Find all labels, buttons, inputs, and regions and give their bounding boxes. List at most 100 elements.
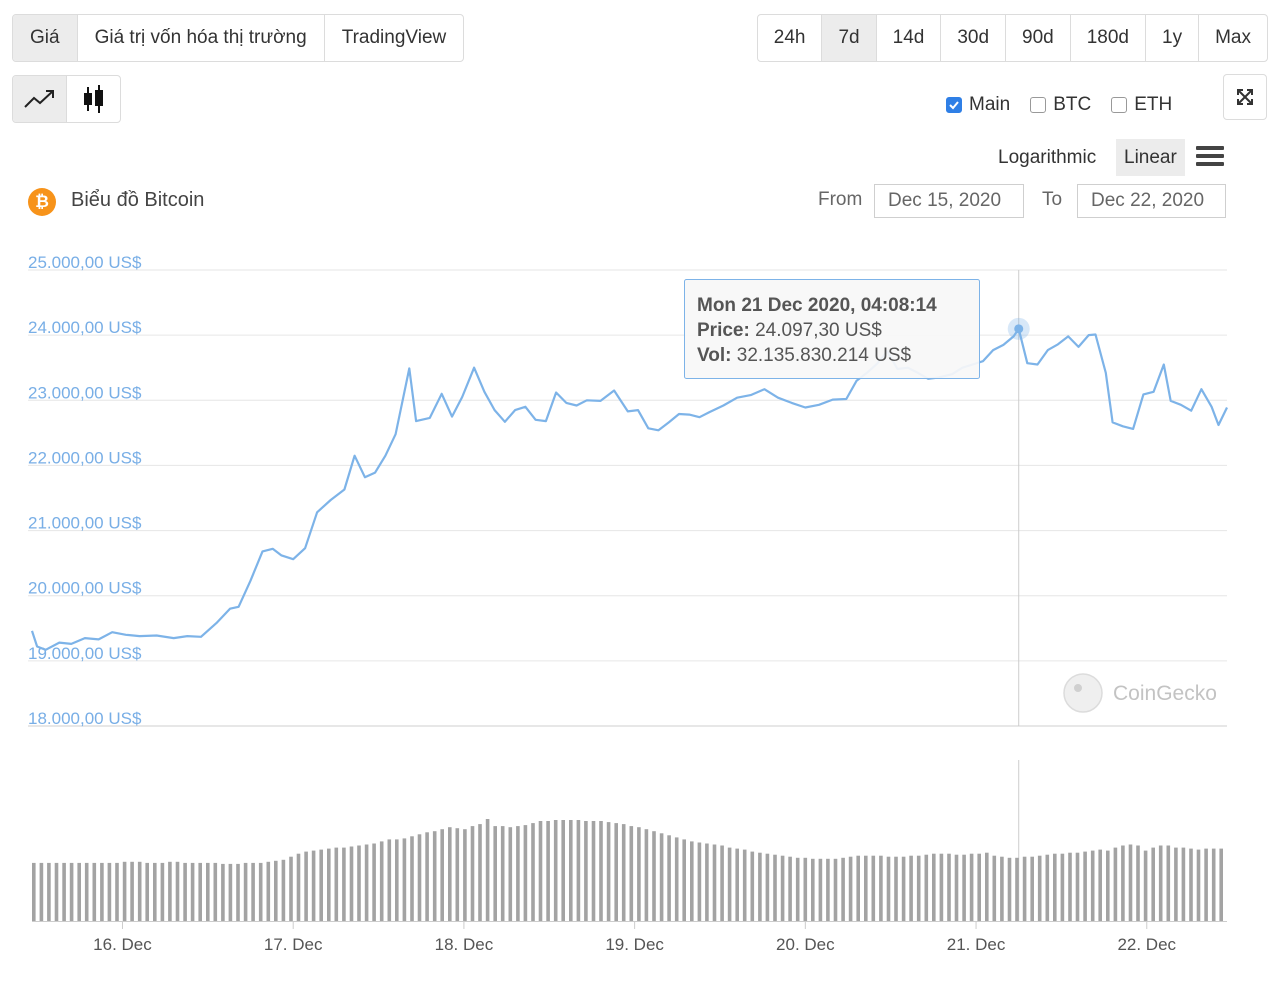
volume-bar: [137, 861, 142, 921]
volume-bar: [954, 854, 959, 921]
volume-bar: [1136, 845, 1140, 921]
volume-bar: [826, 858, 830, 921]
line-chart-icon: [23, 90, 54, 108]
volume-bar: [621, 824, 626, 921]
volume-bar: [122, 861, 127, 921]
volume-bar: [758, 852, 762, 921]
volume-bar: [236, 863, 240, 921]
volume-bar: [1045, 854, 1050, 921]
volume-bar: [1106, 850, 1110, 921]
fullscreen-button[interactable]: [1223, 74, 1267, 120]
range-24h-button[interactable]: 24h: [758, 15, 823, 61]
volume-bar: [463, 829, 467, 921]
volume-bar: [637, 827, 641, 921]
range-7d-button[interactable]: 7d: [822, 15, 877, 61]
volume-bar: [198, 862, 202, 921]
volume-bar: [682, 839, 686, 921]
volume-bar: [84, 862, 89, 921]
volume-bar: [69, 862, 74, 921]
from-date-input[interactable]: Dec 15, 2020: [874, 184, 1024, 218]
volume-bar: [697, 842, 702, 921]
volume-bar: [228, 863, 233, 921]
chart-menu-button[interactable]: [1196, 145, 1224, 172]
volume-bar: [811, 858, 815, 921]
series-toggle-main[interactable]: Main: [946, 94, 1010, 116]
line-chart-button[interactable]: [13, 76, 67, 122]
range-180d-button[interactable]: 180d: [1071, 15, 1147, 61]
volume-bar: [92, 862, 97, 921]
volume-bar: [319, 849, 323, 921]
volume-bar: [780, 855, 785, 921]
volume-bar: [168, 861, 172, 921]
volume-bar: [190, 862, 195, 921]
candlestick-chart-button[interactable]: [67, 76, 120, 122]
chart-title: Biểu đồ Bitcoin: [71, 189, 205, 211]
volume-bar: [712, 844, 717, 921]
volume-bar: [765, 853, 770, 921]
volume-bar: [417, 834, 422, 921]
volume-bar: [977, 853, 981, 921]
range-90d-button[interactable]: 90d: [1006, 15, 1071, 61]
volume-bar: [213, 862, 218, 921]
range-30d-button[interactable]: 30d: [941, 15, 1007, 61]
expand-icon: [1237, 89, 1253, 105]
series-toggle-btc[interactable]: BTC: [1030, 94, 1091, 116]
volume-bar: [251, 862, 255, 921]
series-toggle-label: ETH: [1134, 94, 1173, 115]
volume-bar: [395, 839, 399, 921]
volume-bar: [909, 855, 913, 921]
volume-bar: [107, 862, 112, 921]
volume-bar: [1022, 856, 1027, 921]
volume-bar: [720, 845, 724, 921]
volume-bar: [932, 853, 936, 921]
volume-bar: [856, 855, 860, 921]
volume-bar: [221, 863, 225, 921]
tab-0[interactable]: Giá: [13, 15, 78, 61]
volume-bar: [962, 854, 966, 921]
volume-bar: [1121, 845, 1125, 921]
tab-2[interactable]: TradingView: [341, 27, 447, 48]
volume-bar: [410, 836, 414, 921]
volume-bar: [546, 821, 550, 921]
volume-bar: [145, 862, 149, 921]
tab-1[interactable]: Giá trị vốn hóa thị trường: [78, 15, 325, 61]
volume-bar: [1000, 856, 1004, 921]
volume-bar: [1143, 850, 1148, 921]
volume-bar: [553, 820, 558, 921]
volume-bar: [493, 826, 497, 921]
volume-bar: [364, 844, 369, 921]
volume-bar: [644, 829, 649, 921]
y-tick-label: 23.000,00 US$: [28, 383, 142, 402]
series-toggle-label: Main: [969, 94, 1011, 115]
x-tick-label: 20. Dec: [776, 935, 835, 954]
volume-bar: [871, 855, 876, 921]
volume-bar: [803, 857, 808, 921]
range-14d-button[interactable]: 14d: [877, 15, 942, 61]
volume-bar: [160, 862, 165, 921]
series-toggle-eth[interactable]: ETH: [1111, 94, 1172, 116]
range-1y-button[interactable]: 1y: [1146, 15, 1200, 61]
coingecko-logo-eye: [1074, 684, 1082, 692]
volume-bar: [402, 838, 407, 921]
volume-bar: [115, 862, 119, 921]
y-tick-label: 18.000,00 US$: [28, 709, 142, 728]
volume-bar: [379, 841, 384, 921]
volume-bar: [1158, 845, 1163, 921]
volume-bar: [735, 848, 739, 921]
volume-bar: [327, 848, 331, 921]
y-tick-label: 25.000,00 US$: [28, 253, 142, 272]
linear-scale-button[interactable]: Linear: [1116, 139, 1185, 176]
volume-bar: [1196, 849, 1201, 921]
volume-bar: [455, 828, 460, 921]
volume-bar: [659, 833, 664, 921]
to-date-input[interactable]: Dec 22, 2020: [1077, 184, 1226, 218]
volume-bar: [289, 856, 293, 921]
volume-bar: [243, 862, 248, 921]
series-toggle-label: BTC: [1053, 94, 1092, 115]
volume-bar: [606, 822, 611, 921]
volume-bar: [1113, 847, 1118, 921]
range-max-button[interactable]: Max: [1215, 27, 1251, 48]
volume-bar: [864, 855, 868, 921]
logarithmic-scale-button[interactable]: Logarithmic: [998, 146, 1097, 168]
to-label: To: [1042, 189, 1063, 210]
